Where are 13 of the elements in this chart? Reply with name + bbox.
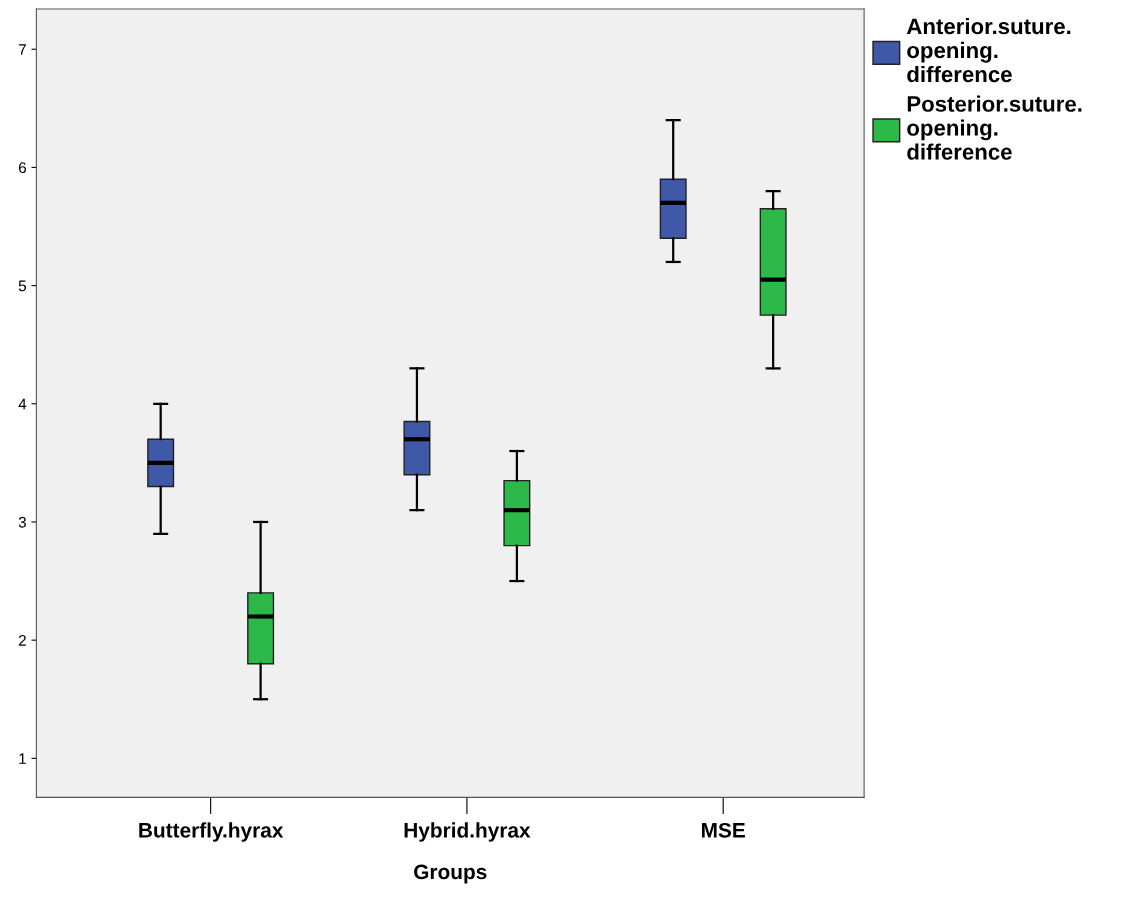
y-tick-label: 7 xyxy=(18,44,26,55)
y-tick-label: 6 xyxy=(18,162,26,174)
y-tick-label: 3 xyxy=(18,516,26,528)
x-tick-label: Butterfly.hyrax xyxy=(139,822,284,842)
y-tick-label: 4 xyxy=(18,398,27,410)
x-tick-label: MSE xyxy=(701,822,745,838)
y-tick-label: 2 xyxy=(18,635,26,646)
legend-label: Posterior.suture. opening. difference xyxy=(907,95,1082,160)
y-tick-label: 5 xyxy=(18,280,27,292)
x-axis-title: Groups xyxy=(414,864,487,884)
y-tick-label: 1 xyxy=(19,753,26,764)
x-tick-label: Hybrid.hyrax xyxy=(404,822,531,842)
legend-label: Anterior.suture. opening. difference xyxy=(906,17,1071,83)
